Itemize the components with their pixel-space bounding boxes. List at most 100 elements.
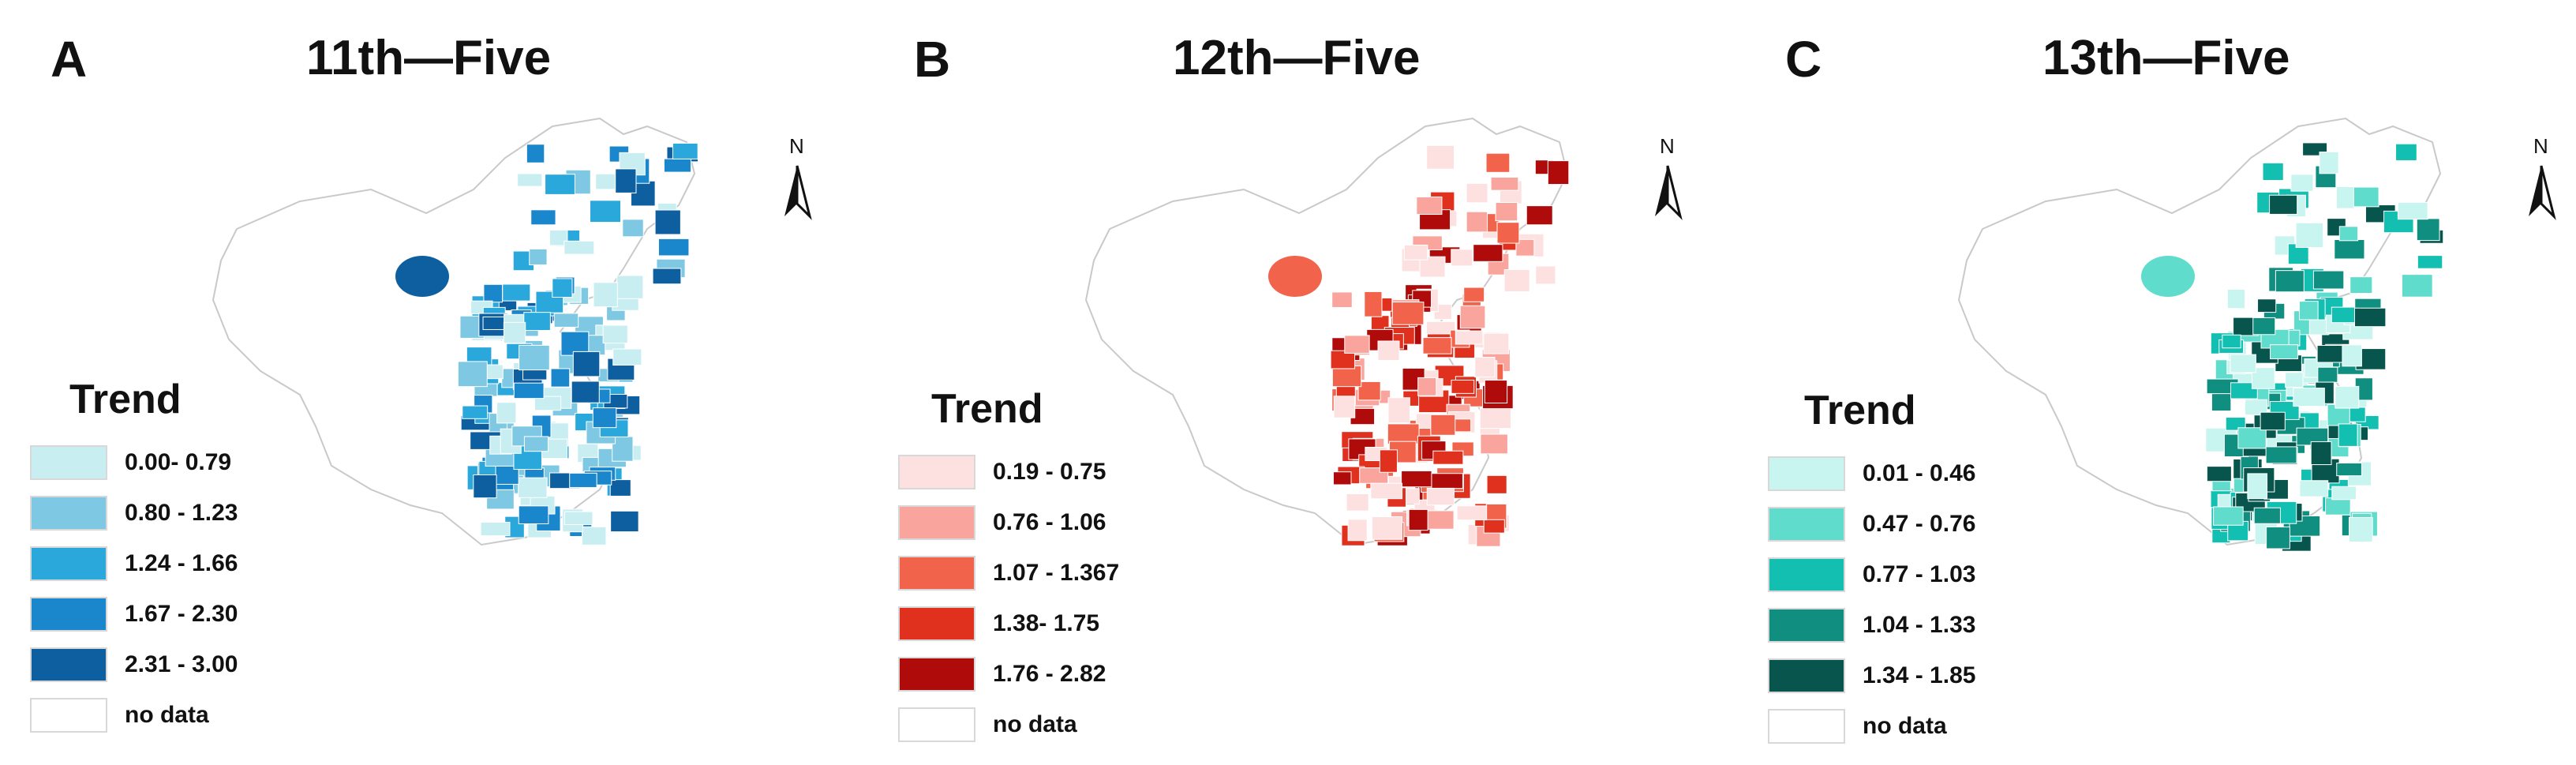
- region: [2317, 366, 2338, 383]
- map-panel-c: C 13th—Five N Trend 0.01 - 0.46 0.47 - 0.…: [1717, 0, 2576, 765]
- region: [1387, 423, 1420, 444]
- region: [657, 238, 690, 257]
- region: [1486, 474, 1507, 494]
- region: [2222, 334, 2241, 349]
- region: [2353, 186, 2379, 208]
- region: [1490, 176, 1519, 191]
- region: [550, 368, 571, 388]
- region: [2270, 344, 2299, 360]
- region: [1364, 291, 1383, 317]
- region: [2319, 152, 2339, 174]
- legend-label: no data: [1863, 713, 1947, 739]
- region: [2265, 446, 2297, 464]
- region: [615, 168, 637, 193]
- region: [1473, 244, 1503, 262]
- region: [1483, 332, 1510, 354]
- legend-item: no data: [1768, 701, 1975, 752]
- region: [2336, 463, 2362, 477]
- legend-swatch: [898, 707, 975, 742]
- region: [2226, 288, 2245, 309]
- legend-item: 1.34 - 1.85: [1768, 651, 1975, 701]
- region: [2325, 497, 2351, 516]
- region: [553, 313, 579, 328]
- region: [1331, 291, 1353, 308]
- region: [2230, 382, 2258, 399]
- region: [571, 381, 600, 403]
- region: [622, 219, 644, 238]
- region: [1426, 487, 1455, 506]
- legend-swatch: [30, 597, 107, 632]
- legend-swatch: [30, 546, 107, 581]
- legend: Trend 0.01 - 0.46 0.47 - 0.76 0.77 - 1.03 1…: [1768, 387, 1975, 752]
- region: [652, 268, 682, 285]
- region: [2257, 298, 2277, 313]
- region: [2285, 372, 2304, 388]
- region: [2334, 385, 2360, 409]
- legend-swatch: [1768, 608, 1845, 643]
- region: [545, 174, 575, 195]
- region: [496, 402, 517, 424]
- region: [529, 248, 548, 265]
- north-arrow-icon: N: [775, 134, 822, 229]
- legend-item: 1.04 - 1.33: [1768, 600, 1975, 651]
- region: [1463, 287, 1485, 302]
- region: [2295, 222, 2324, 248]
- region: [2336, 186, 2355, 209]
- region: [1408, 508, 1428, 531]
- region: [2401, 274, 2433, 298]
- legend: Trend 0.00- 0.79 0.80 - 1.23 1.24 - 1.66 1.…: [30, 376, 238, 741]
- legend-item: 0.77 - 1.03: [1768, 549, 1975, 600]
- legend-label: 1.24 - 1.66: [125, 550, 238, 576]
- legend-label: 0.77 - 1.03: [1863, 561, 1976, 587]
- legend-label: 0.76 - 1.06: [993, 509, 1106, 535]
- legend-swatch: [30, 445, 107, 480]
- region: [572, 351, 601, 377]
- region: [502, 283, 531, 302]
- region: [519, 344, 550, 371]
- region: [1430, 414, 1456, 436]
- legend-swatch: [898, 657, 975, 692]
- region: [473, 474, 497, 499]
- region: [2298, 301, 2319, 321]
- legend-item: no data: [898, 699, 1119, 750]
- legend-label: 0.01 - 0.46: [1863, 460, 1976, 486]
- region: [1330, 350, 1356, 369]
- region: [1466, 211, 1488, 233]
- north-arrow-icon: N: [1646, 134, 1693, 229]
- region: [549, 230, 568, 246]
- region: [602, 324, 628, 344]
- region: [564, 511, 593, 525]
- region: [2275, 270, 2305, 293]
- legend-item: 0.76 - 1.06: [898, 497, 1119, 548]
- legend-label: 0.19 - 0.75: [993, 459, 1106, 485]
- region: [1466, 182, 1488, 204]
- region: [663, 158, 692, 173]
- region: [395, 256, 449, 297]
- legend-label: 1.67 - 2.30: [125, 601, 238, 627]
- region: [2290, 174, 2314, 192]
- colored-regions: [1268, 144, 1570, 547]
- region: [2262, 162, 2284, 182]
- region: [2395, 143, 2417, 161]
- legend-swatch: [30, 698, 107, 733]
- region: [1483, 519, 1505, 534]
- region: [592, 407, 617, 429]
- region: [1480, 433, 1508, 455]
- region: [2334, 239, 2365, 260]
- legend-title: Trend: [1804, 388, 1916, 433]
- region: [564, 240, 595, 255]
- region: [2211, 390, 2232, 412]
- region: [523, 312, 551, 332]
- legend-label: 1.38- 1.75: [993, 610, 1100, 636]
- region: [2266, 526, 2290, 549]
- legend: Trend 0.19 - 0.75 0.76 - 1.06 1.07 - 1.367…: [898, 385, 1119, 750]
- region: [2416, 218, 2440, 242]
- region: [2252, 317, 2276, 336]
- north-label: N: [789, 134, 804, 158]
- region: [1372, 516, 1403, 540]
- region: [2338, 423, 2358, 447]
- region: [672, 142, 698, 159]
- region: [1451, 249, 1473, 267]
- china-map: [212, 117, 699, 546]
- legend-item: 1.38- 1.75: [898, 598, 1119, 649]
